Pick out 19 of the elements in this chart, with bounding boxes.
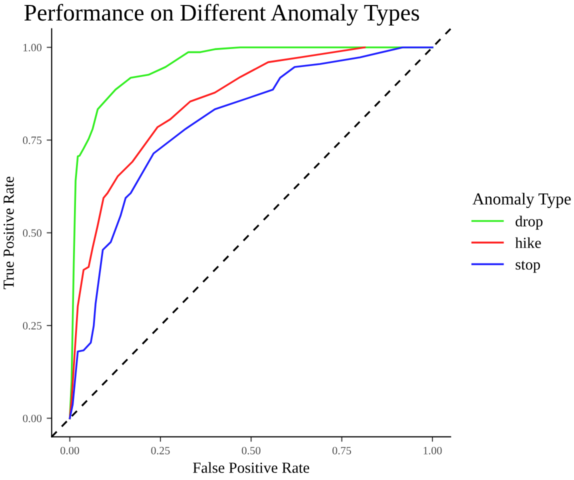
y-tick-label: 0.75 [22,136,42,144]
line-series [68,46,434,420]
x-tick-label: 0.25 [151,446,170,454]
chart-title: Performance on Different Anomaly Types [24,4,420,26]
legend-label: stop [516,260,540,273]
y-tick-label: 0.50 [22,229,42,237]
legend-title: Anomaly Type [472,192,571,208]
x-tick-label: 0.75 [332,446,352,454]
y-tick-label: 1.00 [23,44,42,52]
x-axis-title: False Positive Rate [193,462,310,473]
x-tick-label: 0.00 [60,446,80,454]
legend-label: hike [515,237,541,248]
x-tick-label: 0.50 [242,446,260,454]
legend-label: drop [516,216,543,230]
line-series [68,46,366,420]
y-axis-title: True Positive Rate [4,176,14,290]
y-tick-label: 0.25 [22,322,42,330]
x-tick-label: 1.00 [424,446,442,454]
y-tick-label: 0.00 [22,414,42,422]
